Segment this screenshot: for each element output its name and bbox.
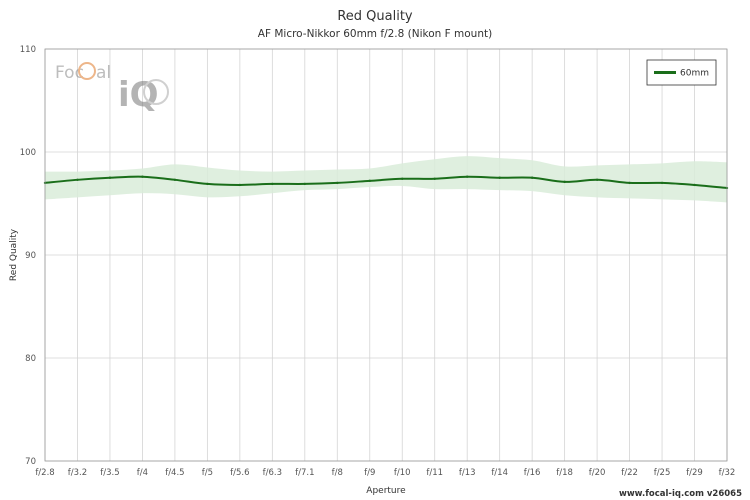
plot-border xyxy=(44,48,728,462)
footer-credit: www.focal-iq.com v26065 xyxy=(619,489,742,499)
data-point[interactable] xyxy=(628,181,631,185)
x-tick-label: f/5.6 xyxy=(230,468,249,478)
x-tick-label: f/29 xyxy=(686,468,703,478)
plot-area xyxy=(43,156,729,203)
data-point[interactable] xyxy=(693,183,696,187)
data-point[interactable] xyxy=(530,176,534,179)
data-point[interactable] xyxy=(108,176,112,179)
x-tick-label: f/7.1 xyxy=(295,468,314,478)
data-point[interactable] xyxy=(595,178,599,182)
chart-subtitle: AF Micro-Nikkor 60mm f/2.8 (Nikon F moun… xyxy=(258,28,492,40)
data-point[interactable] xyxy=(498,176,501,179)
data-point[interactable] xyxy=(660,181,664,185)
x-tick-label: f/8 xyxy=(332,468,343,478)
x-tick-label: f/10 xyxy=(394,468,411,478)
y-axis-label: Red Quality xyxy=(9,228,19,281)
x-tick-label: f/9 xyxy=(364,468,375,478)
x-tick-label: f/3.5 xyxy=(100,468,119,478)
data-point[interactable] xyxy=(433,177,436,180)
data-point[interactable] xyxy=(76,178,79,182)
y-tick-label: 110 xyxy=(20,45,36,55)
x-tick-label: f/32 xyxy=(719,468,736,478)
data-point[interactable] xyxy=(206,182,209,186)
data-point[interactable] xyxy=(141,175,144,178)
x-tick-label: f/22 xyxy=(621,468,638,478)
x-axis-label: Aperture xyxy=(366,486,406,496)
y-tick-label: 70 xyxy=(25,457,36,467)
focal-iq-logo: Foc al iQ xyxy=(55,62,169,115)
x-tick-label: f/2.8 xyxy=(35,468,54,478)
y-axis-ticks: 70 80 90 100 110 xyxy=(20,45,36,467)
x-tick-label: f/13 xyxy=(459,468,476,478)
legend[interactable]: 60mm xyxy=(646,59,717,86)
logo-text-foc: Foc xyxy=(55,63,84,83)
data-point[interactable] xyxy=(238,183,242,187)
x-tick-label: f/3.2 xyxy=(68,468,87,478)
x-tick-label: f/16 xyxy=(524,468,541,478)
logo-text-al: al xyxy=(96,63,111,83)
x-tick-label: f/20 xyxy=(589,468,606,478)
y-tick-label: 80 xyxy=(25,354,36,364)
legend-label-60mm: 60mm xyxy=(680,69,709,79)
y-tick-label: 100 xyxy=(20,148,36,158)
x-tick-label: f/11 xyxy=(426,468,443,478)
data-point[interactable] xyxy=(173,178,177,182)
data-point[interactable] xyxy=(563,180,566,184)
data-point[interactable] xyxy=(303,182,307,186)
series-line-60mm[interactable] xyxy=(44,175,728,190)
data-point[interactable] xyxy=(465,175,469,178)
data-point[interactable] xyxy=(336,181,339,185)
x-tick-label: f/25 xyxy=(654,468,671,478)
logo-ring-icon xyxy=(78,62,96,80)
data-point[interactable] xyxy=(368,179,371,183)
chart-title: Red Quality xyxy=(337,9,413,24)
x-axis-ticks: f/2.8 f/3.2 f/3.5 f/4 f/4.5 f/5 f/5.6 f/6.3 f/7.… xyxy=(35,468,735,478)
data-point[interactable] xyxy=(271,182,274,186)
x-tick-label: f/5 xyxy=(202,468,213,478)
x-tick-label: f/18 xyxy=(556,468,573,478)
y-tick-label: 90 xyxy=(25,251,36,261)
logo-lens-icon xyxy=(143,79,169,105)
x-tick-label: f/6.3 xyxy=(263,468,282,478)
x-tick-label: f/4.5 xyxy=(165,468,184,478)
data-point[interactable] xyxy=(401,177,404,180)
x-tick-label: f/4 xyxy=(137,468,148,478)
x-tick-label: f/14 xyxy=(491,468,508,478)
